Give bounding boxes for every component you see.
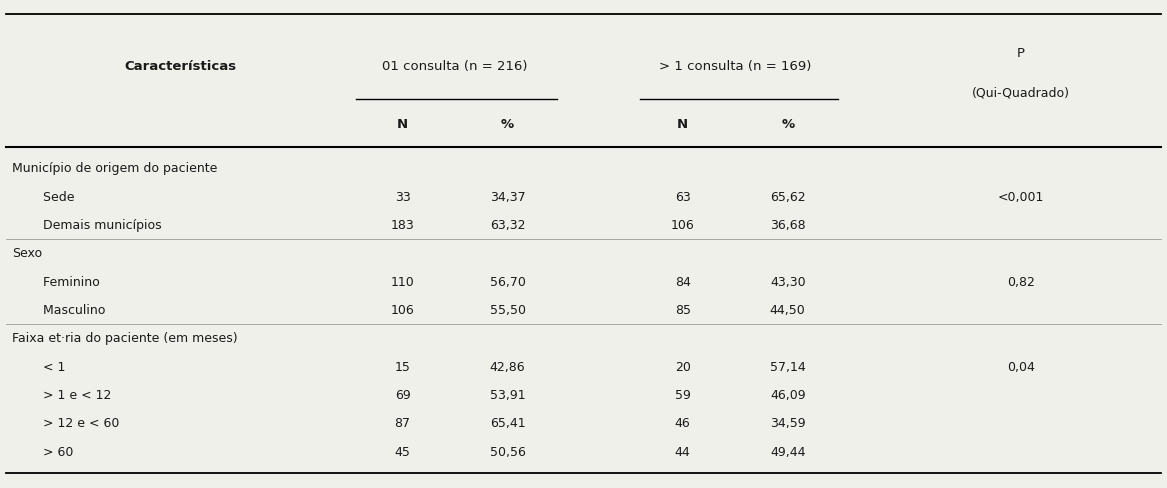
Text: < 1: < 1 (35, 360, 65, 373)
Text: > 60: > 60 (35, 445, 74, 458)
Text: 45: 45 (394, 445, 411, 458)
Text: 84: 84 (675, 275, 691, 288)
Text: %: % (501, 118, 515, 131)
Text: 65,41: 65,41 (490, 417, 525, 429)
Text: 106: 106 (671, 219, 694, 231)
Text: 69: 69 (394, 388, 411, 401)
Text: 110: 110 (391, 275, 414, 288)
Text: 50,56: 50,56 (490, 445, 525, 458)
Text: 63,32: 63,32 (490, 219, 525, 231)
Text: 34,37: 34,37 (490, 190, 525, 203)
Text: 15: 15 (394, 360, 411, 373)
Text: 56,70: 56,70 (490, 275, 525, 288)
Text: 01 consulta (n = 216): 01 consulta (n = 216) (383, 60, 527, 72)
Text: 43,30: 43,30 (770, 275, 805, 288)
Text: 106: 106 (391, 304, 414, 316)
Text: Feminino: Feminino (35, 275, 99, 288)
Text: > 12 e < 60: > 12 e < 60 (35, 417, 119, 429)
Text: Sede: Sede (35, 190, 75, 203)
Text: 44: 44 (675, 445, 691, 458)
Text: 49,44: 49,44 (770, 445, 805, 458)
Text: <0,001: <0,001 (998, 190, 1044, 203)
Text: 34,59: 34,59 (770, 417, 805, 429)
Text: 183: 183 (391, 219, 414, 231)
Text: 55,50: 55,50 (490, 304, 525, 316)
Text: 44,50: 44,50 (770, 304, 805, 316)
Text: 85: 85 (675, 304, 691, 316)
Text: 0,82: 0,82 (1007, 275, 1035, 288)
Text: 46: 46 (675, 417, 691, 429)
Text: Faixa et·ria do paciente (em meses): Faixa et·ria do paciente (em meses) (12, 332, 237, 345)
Text: 87: 87 (394, 417, 411, 429)
Text: (Qui-Quadrado): (Qui-Quadrado) (972, 86, 1070, 99)
Text: Demais municípios: Demais municípios (35, 219, 162, 231)
Text: 53,91: 53,91 (490, 388, 525, 401)
Text: Sexo: Sexo (12, 247, 42, 260)
Text: Características: Características (125, 60, 237, 72)
Text: > 1 e < 12: > 1 e < 12 (35, 388, 111, 401)
Text: 33: 33 (394, 190, 411, 203)
Text: P: P (1018, 47, 1025, 60)
Text: 42,86: 42,86 (490, 360, 525, 373)
Text: 57,14: 57,14 (770, 360, 805, 373)
Text: 65,62: 65,62 (770, 190, 805, 203)
Text: 59: 59 (675, 388, 691, 401)
Text: 46,09: 46,09 (770, 388, 805, 401)
Text: 20: 20 (675, 360, 691, 373)
Text: > 1 consulta (n = 169): > 1 consulta (n = 169) (659, 60, 811, 72)
Text: 63: 63 (675, 190, 691, 203)
Text: 0,04: 0,04 (1007, 360, 1035, 373)
Text: Município de origem do paciente: Município de origem do paciente (12, 162, 217, 175)
Text: N: N (677, 118, 689, 131)
Text: %: % (781, 118, 795, 131)
Text: N: N (397, 118, 408, 131)
Text: 36,68: 36,68 (770, 219, 805, 231)
Text: Masculino: Masculino (35, 304, 105, 316)
